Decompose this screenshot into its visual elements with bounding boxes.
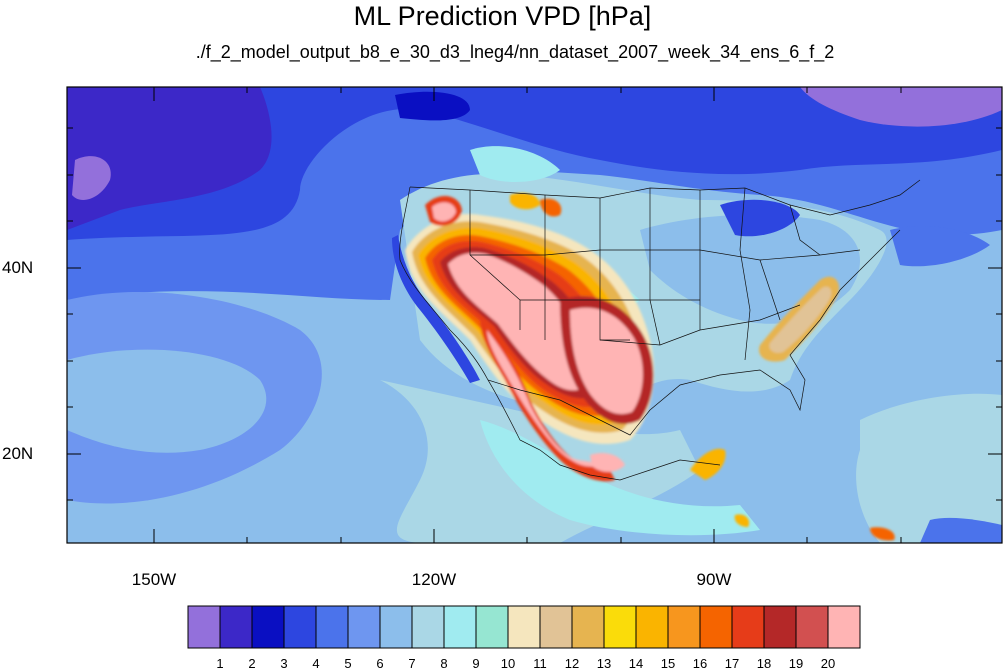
colorbar-swatch xyxy=(699,605,733,649)
colorbar-swatch xyxy=(507,605,541,649)
colorbar-tick-label: 8 xyxy=(440,656,448,671)
colorbar-tick-label: 7 xyxy=(408,656,416,671)
lat-label-40n: 40N xyxy=(2,258,34,277)
colorbar-swatch xyxy=(475,605,509,649)
colorbar-tick-label: 11 xyxy=(533,656,547,671)
colorbar-tick-label: 1 xyxy=(216,656,224,671)
colorbar-swatch xyxy=(571,605,605,649)
colorbar-swatch xyxy=(379,605,413,649)
colorbar-swatch xyxy=(539,605,573,649)
colorbar-tick-label: 15 xyxy=(660,656,676,671)
colorbar-swatch xyxy=(827,605,861,649)
plot-title: ML Prediction VPD [hPa] xyxy=(353,1,652,31)
colorbar-swatch xyxy=(347,605,381,649)
lon-label-120w: 120W xyxy=(411,570,457,589)
colorbar-tick-label: 20 xyxy=(820,656,836,671)
colorbar-tick-label: 6 xyxy=(376,656,384,671)
colorbar-swatch xyxy=(251,605,285,649)
lon-label-150w: 150W xyxy=(131,570,177,589)
colorbar-swatch xyxy=(411,605,445,649)
lat-label-20n: 20N xyxy=(2,444,34,463)
colorbar-swatch xyxy=(763,605,797,649)
colorbar-tick-label: 4 xyxy=(312,656,320,671)
lon-label-90w: 90W xyxy=(696,570,732,589)
plot-subtitle: ./f_2_model_output_b8_e_30_d3_lneg4/nn_d… xyxy=(195,42,835,62)
colorbar-tick-label: 13 xyxy=(596,656,612,671)
colorbar-tick-label: 16 xyxy=(692,656,708,671)
colorbar-tick-label: 19 xyxy=(788,656,804,671)
colorbar-swatch xyxy=(635,605,669,649)
colorbar-tick-label: 14 xyxy=(628,656,644,671)
colorbar-tick-label: 2 xyxy=(248,656,256,671)
colorbar-swatch xyxy=(603,605,637,649)
colorbar-swatch xyxy=(283,605,317,649)
colorbar-swatch xyxy=(219,605,253,649)
map-ticks xyxy=(67,87,1002,543)
colorbar-swatch xyxy=(795,605,829,649)
colorbar-swatch xyxy=(187,605,221,649)
colorbar-swatch xyxy=(443,605,477,649)
colorbar-tick-label: 17 xyxy=(724,656,740,671)
colorbar-swatch xyxy=(731,605,765,649)
colorbar-swatch xyxy=(667,605,701,649)
colorbar-tick-label: 12 xyxy=(564,656,580,671)
colorbar-swatch xyxy=(315,605,349,649)
colorbar-tick-label: 9 xyxy=(472,656,480,671)
colorbar-tick-label: 3 xyxy=(280,656,288,671)
colorbar-tick-label: 18 xyxy=(756,656,772,671)
colorbar-tick-label: 5 xyxy=(344,656,352,671)
colorbar-tick-label: 10 xyxy=(500,656,516,671)
